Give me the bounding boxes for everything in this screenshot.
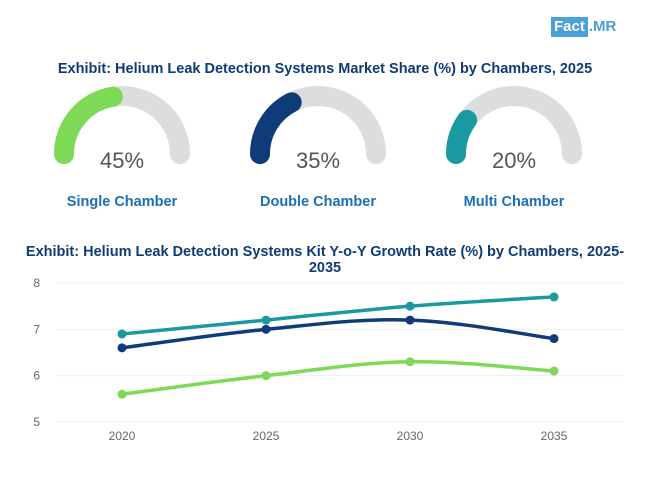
factmr-logo: Fact .MR (551, 17, 616, 37)
gauge-label-single-chamber: Single Chamber (67, 194, 178, 210)
x-tick-label: 2025 (253, 429, 280, 443)
x-tick-label: 2020 (109, 429, 136, 443)
data-point-multi-chamber (261, 315, 271, 325)
gauge-value-single-chamber: 45% (100, 148, 144, 173)
y-tick-label: 6 (33, 369, 40, 383)
gauge-arc-single-chamber (54, 86, 123, 164)
data-point-multi-chamber (117, 329, 127, 339)
gauge-value-double-chamber: 35% (296, 148, 340, 173)
y-tick-label: 7 (33, 322, 40, 336)
data-point-double-chamber (405, 315, 415, 325)
gauge-chart-title: Exhibit: Helium Leak Detection Systems M… (57, 61, 593, 77)
data-point-double-chamber (117, 343, 127, 353)
y-tick-label: 8 (33, 276, 40, 290)
line-chart-title: Exhibit: Helium Leak Detection Systems K… (25, 244, 625, 276)
data-point-multi-chamber (405, 301, 415, 311)
y-tick-label: 5 (33, 415, 40, 429)
series-line-multi-chamber (120, 295, 556, 336)
data-point-single-chamber (261, 371, 271, 381)
gauge-label-double-chamber: Double Chamber (260, 194, 376, 210)
logo-part-1: Fact (551, 17, 588, 37)
x-tick-label: 2035 (541, 429, 568, 443)
gauge-arc-multi-chamber (446, 109, 478, 164)
gauge-arc-double-chamber (250, 92, 302, 164)
data-point-double-chamber (261, 324, 271, 334)
series-line-double-chamber (120, 318, 556, 350)
gauge-label-multi-chamber: Multi Chamber (464, 194, 565, 210)
data-point-single-chamber (549, 366, 559, 376)
data-point-single-chamber (117, 389, 127, 399)
logo-part-2: .MR (588, 18, 617, 35)
gauge-value-multi-chamber: 20% (492, 148, 536, 173)
series-line-single-chamber (120, 359, 556, 396)
data-point-multi-chamber (549, 292, 559, 302)
data-point-single-chamber (405, 357, 415, 367)
data-point-double-chamber (549, 334, 559, 344)
x-tick-label: 2030 (397, 429, 424, 443)
